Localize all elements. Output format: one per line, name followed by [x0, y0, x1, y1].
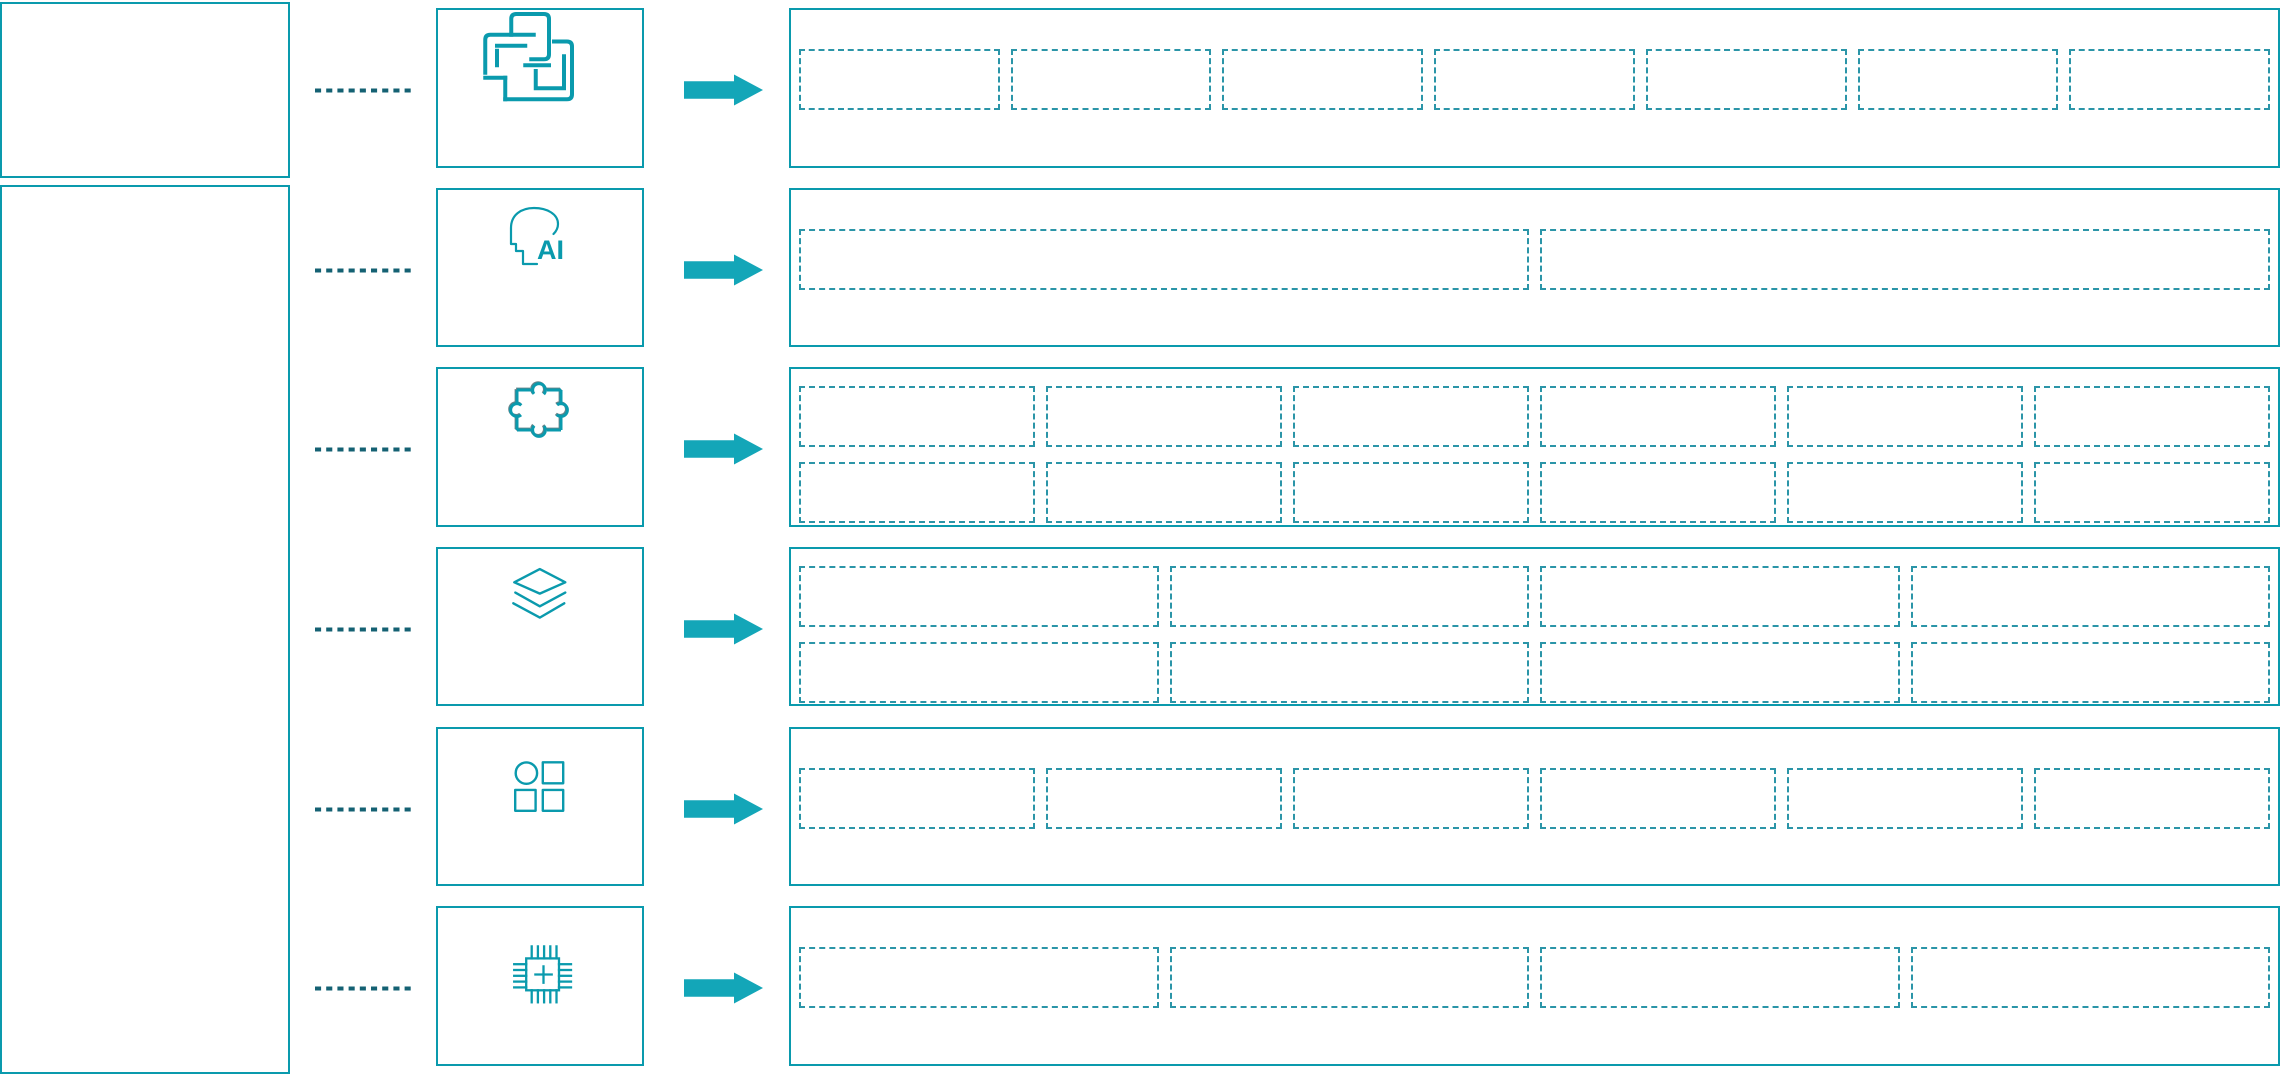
- svg-text:AI: AI: [537, 235, 564, 265]
